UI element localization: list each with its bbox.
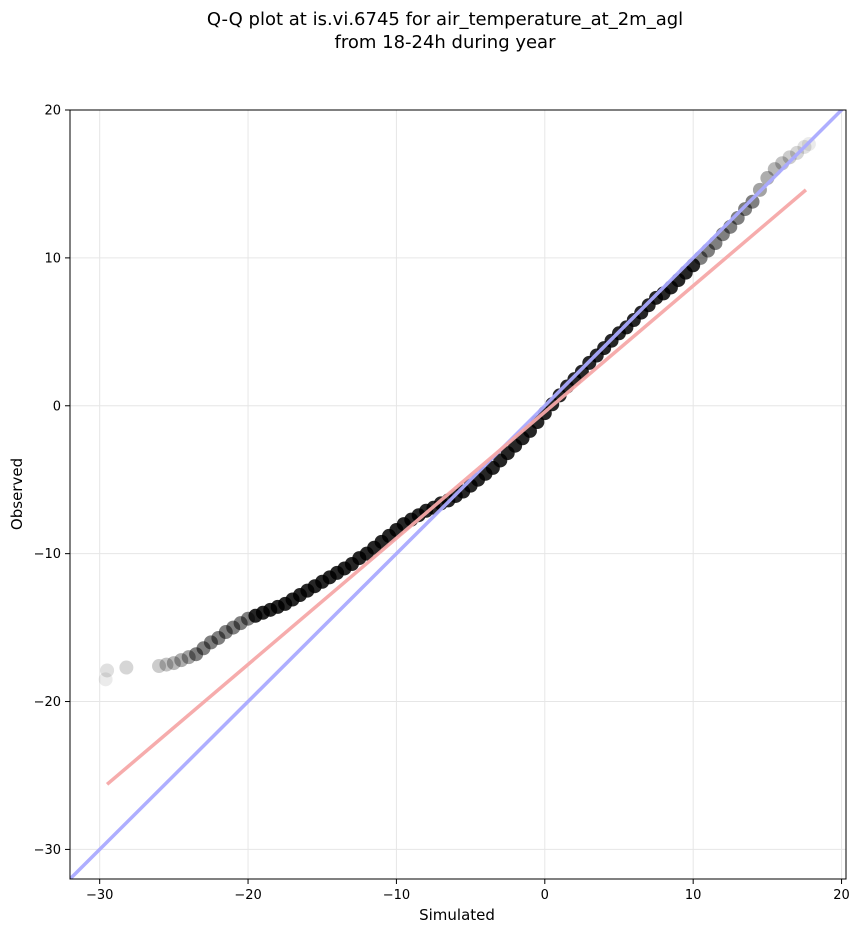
grid [70, 109, 846, 879]
y-tick-label: −10 [34, 547, 61, 562]
y-tick-label: −20 [34, 695, 61, 710]
axis-ticks: −30 −20 −10 0 10 20 −30 −20 −10 0 10 20 [34, 104, 850, 904]
data-point [166, 656, 181, 671]
data-point [159, 657, 174, 672]
data-point [782, 150, 797, 165]
y-tick-label: −30 [34, 843, 61, 858]
chart-title-line-2: from 18-24h during year [334, 32, 556, 53]
plot-frame [69, 109, 847, 880]
y-axis-label: Observed [8, 458, 26, 530]
scatter-points [98, 137, 816, 687]
identity-line [70, 110, 845, 879]
data-point [119, 660, 134, 675]
fit-line [105, 188, 808, 786]
y-tick-label: 10 [44, 251, 61, 266]
x-tick-label: −10 [383, 888, 410, 903]
data-point [100, 663, 115, 678]
y-tick-label: 20 [44, 104, 61, 119]
x-tick-label: 20 [833, 888, 850, 903]
data-point [745, 194, 760, 209]
x-tick-label: 0 [541, 888, 549, 903]
x-tick-label: −20 [234, 888, 261, 903]
x-tick-label: −30 [86, 888, 113, 903]
y-tick-label: 0 [53, 399, 61, 414]
chart-title: Q-Q plot at is.vi.6745 for air_temperatu… [0, 8, 863, 54]
x-axis-label: Simulated [419, 906, 495, 924]
x-tick-label: 10 [685, 888, 702, 903]
data-point [174, 653, 189, 668]
chart-title-line-1: Q-Q plot at is.vi.6745 for air_temperatu… [206, 9, 684, 30]
reference-lines [70, 110, 845, 879]
data-point [98, 672, 113, 687]
data-point [152, 659, 167, 674]
